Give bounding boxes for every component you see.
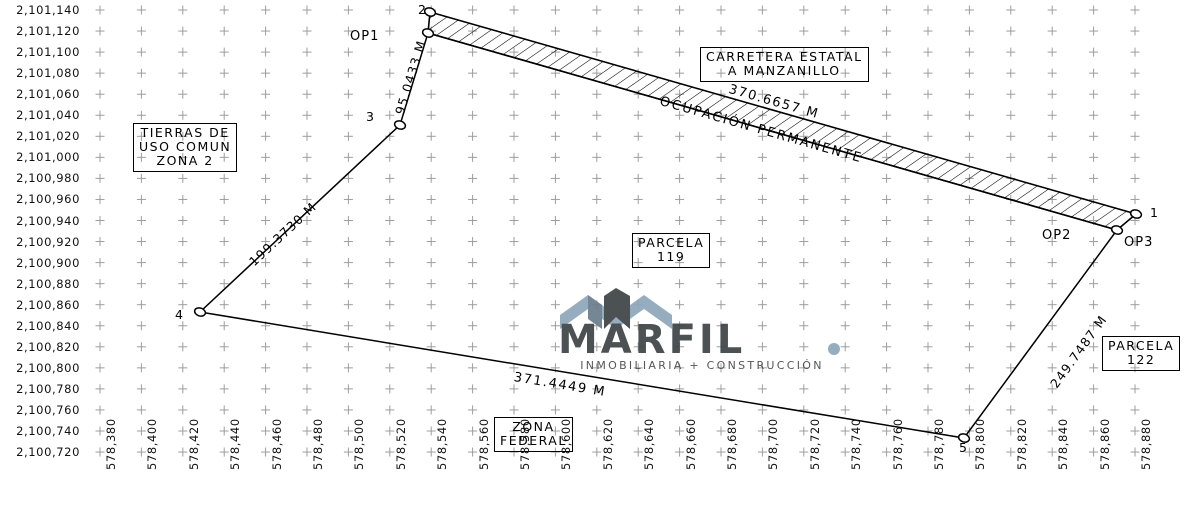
y-axis-tick-label: 2,100,980 (16, 171, 80, 186)
x-axis-tick-label: 578,400 (145, 418, 160, 470)
label-box-parcela-119: PARCELA 119 (632, 233, 711, 268)
y-axis-tick-label: 2,101,140 (16, 3, 80, 17)
x-axis-tick-label: 578,800 (973, 418, 988, 470)
zonafederal-line-1: ZONA (512, 419, 555, 434)
vertex-label-4: 4 (175, 307, 184, 322)
grid-crosses (95, 5, 1140, 457)
y-axis-tick-label: 2,100,860 (16, 297, 80, 312)
vertex-marker-op3 (1110, 225, 1124, 235)
y-axis-tick-label: 2,101,020 (16, 129, 80, 144)
vertex-marker-op1 (421, 28, 435, 38)
zonafederal-line-2: FEDERAL (500, 433, 567, 448)
y-axis-tick-label: 2,101,040 (16, 108, 80, 123)
x-axis-tick-label: 578,440 (228, 418, 243, 470)
y-axis-tick-label: 2,100,840 (16, 318, 80, 333)
parcel-boundary-119 (198, 32, 1119, 439)
x-axis-tick-label: 578,760 (890, 418, 905, 470)
vertex-label-3: 3 (366, 109, 375, 124)
x-axis-tick-label: 578,480 (311, 418, 325, 470)
tierras-line-3: ZONA 2 (156, 153, 214, 168)
x-axis-tick-label: 578,880 (1139, 418, 1153, 470)
y-axis-tick-label: 2,101,080 (16, 66, 80, 81)
vertex-label-5: 5 (959, 440, 968, 455)
carretera-line-2: A MANZANILLO (727, 63, 841, 78)
label-box-carretera-estatal: CARRETERA ESTATAL A MANZANILLO (700, 47, 869, 82)
y-axis-tick-label: 2,101,120 (16, 24, 80, 39)
vertex-marker-3 (393, 120, 407, 130)
x-axis-tick-label: 578,860 (1097, 418, 1112, 470)
label-box-zona-federal: ZONA FEDERAL (494, 417, 573, 452)
y-axis-tick-label: 2,100,820 (16, 339, 80, 354)
y-axis-tick-label: 2,100,940 (16, 213, 80, 228)
y-axis-tick-label: 2,101,060 (16, 87, 80, 102)
y-axis-tick-label: 2,100,900 (16, 255, 80, 270)
y-axis-tick-label: 2,100,720 (16, 445, 80, 460)
x-axis-tick-label: 578,460 (269, 418, 284, 470)
op-label-op1: OP1 (350, 29, 380, 44)
y-axis-tick-label: 2,101,000 (16, 150, 80, 165)
x-axis-tick-label: 578,820 (1014, 418, 1029, 470)
vertex-marker-5 (957, 433, 971, 443)
y-axis-tick-label: 2,100,920 (16, 234, 80, 249)
x-axis-tick-label: 578,420 (186, 418, 201, 470)
y-axis-tick-label: 2,100,960 (16, 192, 80, 207)
x-axis-tick-label: 578,540 (435, 418, 450, 470)
y-axis-tick-label: 2,100,740 (16, 424, 80, 438)
y-axis-tick-label: 2,100,760 (16, 402, 80, 417)
op-label-op2: OP2 (1042, 228, 1072, 243)
x-axis-tick-label: 578,640 (642, 418, 657, 470)
vertex-marker-1 (1129, 209, 1143, 219)
x-axis-tick-label: 578,660 (683, 418, 698, 470)
parcela122-line-1: PARCELA (1108, 338, 1175, 353)
vertex-marker-4 (193, 307, 207, 317)
vertex-label-2: 2 (418, 2, 427, 17)
y-axis-tick-label: 2,100,880 (16, 276, 80, 291)
x-axis-tick-label: 578,560 (476, 418, 491, 470)
x-axis-tick-label: 578,680 (725, 418, 739, 470)
x-axis-tick-label: 578,380 (104, 418, 118, 470)
vertex-marker-2 (423, 7, 437, 17)
x-axis-tick-label: 578,780 (932, 418, 946, 470)
y-axis-tick-label: 2,100,800 (16, 360, 80, 375)
vertex-label-1: 1 (1150, 205, 1159, 220)
label-box-parcela-122: PARCELA 122 (1102, 336, 1181, 371)
parcela119-line-2: 119 (656, 249, 686, 264)
x-axis-tick-label: 578,720 (807, 418, 822, 470)
carretera-line-1: CARRETERA ESTATAL (706, 49, 863, 64)
x-axis-tick-label: 578,620 (600, 418, 615, 470)
x-axis-tick-label: 578,740 (849, 418, 864, 470)
x-axis-tick-label: 578,840 (1056, 418, 1071, 470)
op-label-op3: OP3 (1124, 235, 1154, 250)
x-axis-tick-label: 578,700 (766, 418, 781, 470)
y-axis-tick-label: 2,100,780 (16, 381, 80, 396)
parcela119-line-1: PARCELA (638, 235, 705, 250)
vertex-markers (193, 7, 1143, 443)
x-axis-tick-label: 578,500 (352, 418, 367, 470)
x-axis-tick-label: 578,520 (393, 418, 408, 470)
y-axis-tick-label: 2,101,100 (16, 45, 80, 60)
parcela122-line-2: 122 (1126, 352, 1156, 367)
label-box-tierras-uso-comun: TIERRAS DE USO COMUN ZONA 2 (133, 123, 238, 172)
occupation-permanent-band (427, 10, 1138, 231)
tierras-line-2: USO COMUN (139, 139, 232, 154)
tierras-line-1: TIERRAS DE (140, 125, 230, 140)
